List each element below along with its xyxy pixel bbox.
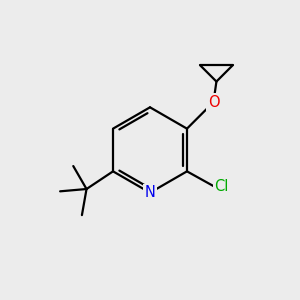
Text: N: N (145, 185, 155, 200)
Text: Cl: Cl (214, 178, 229, 194)
Text: O: O (208, 95, 219, 110)
